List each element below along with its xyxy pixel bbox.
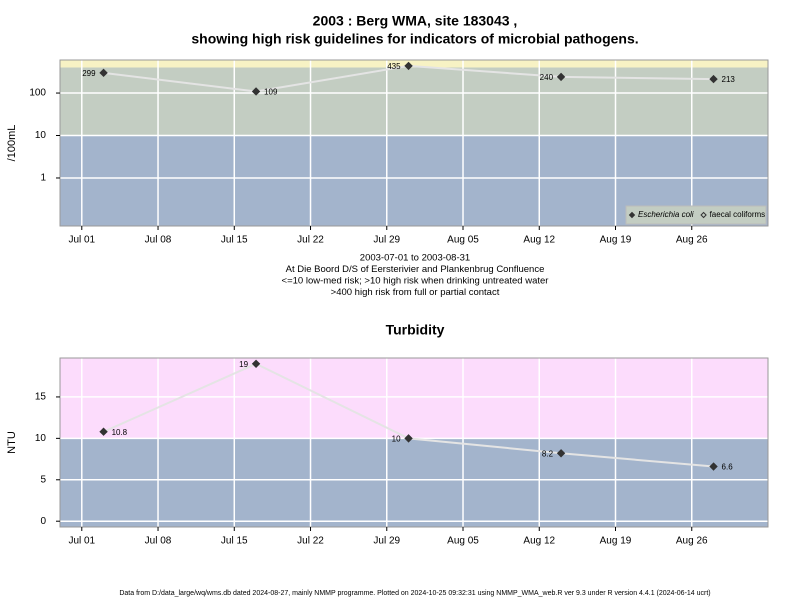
x-tick-label: Aug 05 (447, 235, 479, 246)
data-point (99, 427, 108, 436)
legend-marker (700, 211, 707, 219)
data-point (251, 87, 261, 96)
x-tick-label: Jul 29 (373, 536, 400, 547)
value-label: 240 (540, 73, 554, 82)
y-axis-label: NTU (6, 431, 18, 454)
y-tick-label: 10 (35, 433, 47, 444)
x-tick-label: Jul 22 (297, 235, 324, 246)
x-tick-label: Aug 05 (447, 536, 479, 547)
subtitle: <=10 low-med risk; >10 high risk when dr… (282, 276, 549, 287)
value-label: 8.2 (542, 449, 554, 458)
data-point (709, 462, 718, 471)
data-point (709, 74, 718, 84)
data-point (251, 359, 261, 369)
x-tick-label: Jul 15 (221, 235, 248, 246)
x-tick-label: Jul 29 (373, 235, 400, 246)
data-point (99, 68, 108, 78)
data-point (556, 72, 566, 82)
value-label: 299 (82, 69, 96, 78)
value-label: 19 (239, 360, 248, 369)
y-axis-label: /100mL (6, 125, 18, 162)
chart-title: Turbidity (386, 322, 445, 338)
data-point (404, 434, 413, 443)
x-tick-label: Jul 01 (68, 235, 95, 246)
x-tick-label: Aug 26 (676, 536, 708, 547)
subtitle: 2003-07-01 to 2003-08-31 (360, 253, 470, 264)
plot-frame (59, 357, 769, 528)
value-label: 6.6 (722, 463, 734, 472)
value-label: 213 (722, 75, 736, 84)
plot-frame (59, 59, 769, 227)
data-point (556, 449, 566, 458)
subtitle: >400 high risk from full or partial cont… (331, 287, 500, 298)
y-tick-label: 5 (40, 474, 46, 485)
chart-title: showing high risk guidelines for indicat… (191, 31, 638, 47)
x-tick-label: Jul 15 (221, 536, 248, 547)
y-tick-label: 10 (35, 130, 47, 141)
legend-marker (628, 211, 636, 219)
x-tick-label: Aug 12 (523, 235, 555, 246)
subtitle: At Die Boord D/S of Eersterivier and Pla… (286, 264, 545, 275)
data-point (404, 61, 413, 71)
x-tick-label: Jul 08 (145, 536, 172, 547)
legend: Escherichia coli faecal coliforms (625, 205, 767, 225)
risk-band (60, 60, 768, 68)
value-label: 10 (392, 434, 401, 443)
y-tick-label: 1 (40, 173, 46, 184)
value-label: 109 (264, 88, 278, 97)
footer: Data from D:/data_large/wq/wms.db dated … (119, 590, 710, 597)
x-tick-label: Aug 19 (600, 536, 632, 547)
x-tick-label: Aug 19 (600, 235, 632, 246)
y-tick-label: 100 (29, 88, 46, 99)
legend-label: Escherichia coli (638, 210, 694, 219)
x-tick-label: Aug 12 (523, 536, 555, 547)
legend-label: faecal coliforms (710, 210, 766, 219)
chart-title: 2003 : Berg WMA, site 183043 , (313, 13, 518, 29)
x-tick-label: Aug 26 (676, 235, 708, 246)
y-tick-label: 15 (35, 392, 47, 403)
risk-band (60, 438, 768, 527)
y-tick-label: 0 (40, 516, 46, 527)
risk-band (60, 358, 768, 439)
x-tick-label: Jul 08 (145, 235, 172, 246)
value-label: 435 (387, 62, 401, 71)
legend-box (625, 205, 767, 225)
x-tick-label: Jul 22 (297, 536, 324, 547)
x-tick-label: Jul 01 (68, 536, 95, 547)
value-label: 10.8 (112, 428, 128, 437)
